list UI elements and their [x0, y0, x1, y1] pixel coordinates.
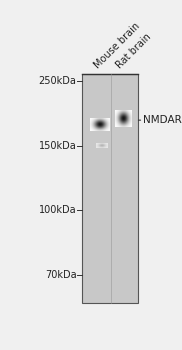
Text: 100kDa: 100kDa	[39, 205, 76, 216]
Text: Mouse brain: Mouse brain	[93, 21, 142, 70]
Text: Rat brain: Rat brain	[114, 32, 153, 70]
Text: 250kDa: 250kDa	[38, 76, 76, 86]
Text: 70kDa: 70kDa	[45, 270, 76, 280]
Text: 150kDa: 150kDa	[39, 141, 76, 151]
Text: NMDAR2A: NMDAR2A	[139, 115, 182, 125]
Bar	[82, 74, 139, 303]
